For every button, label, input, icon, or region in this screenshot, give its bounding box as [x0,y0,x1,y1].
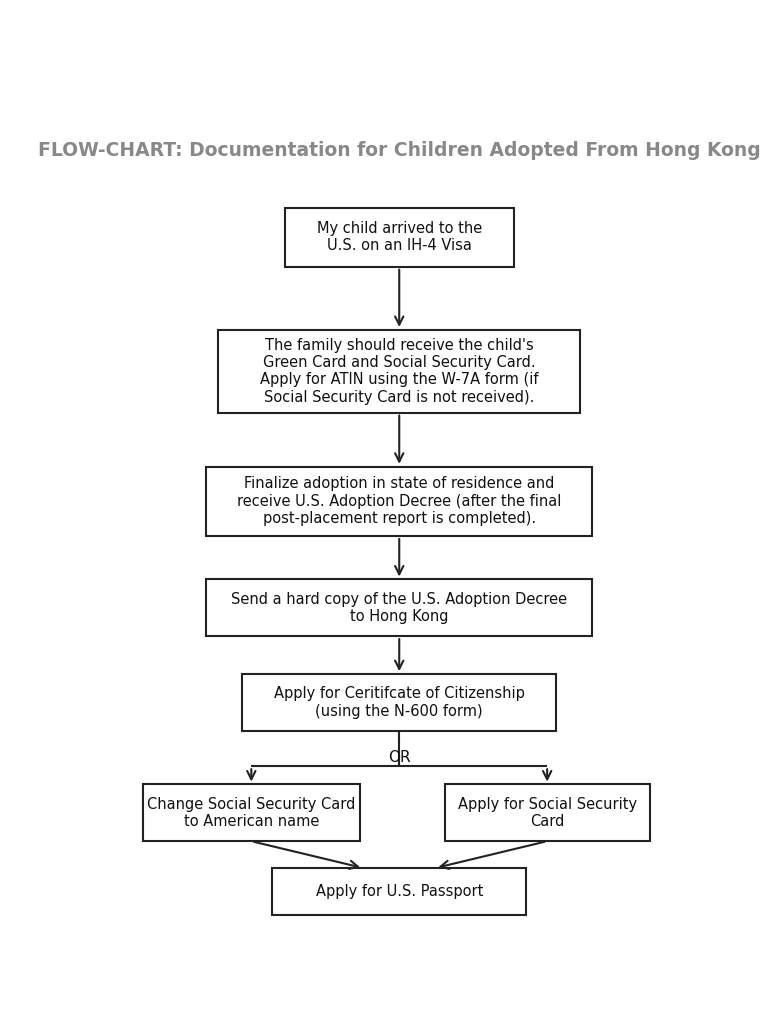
FancyBboxPatch shape [206,467,593,536]
Text: Apply for Ceritifcate of Citizenship
(using the N-600 form): Apply for Ceritifcate of Citizenship (us… [273,686,525,719]
FancyBboxPatch shape [218,330,580,413]
FancyBboxPatch shape [242,674,556,731]
FancyBboxPatch shape [206,580,593,636]
FancyBboxPatch shape [143,784,360,841]
FancyBboxPatch shape [284,208,514,267]
Text: Send a hard copy of the U.S. Adoption Decree
to Hong Kong: Send a hard copy of the U.S. Adoption De… [231,592,567,624]
Text: Change Social Security Card
to American name: Change Social Security Card to American … [147,797,355,829]
Text: Finalize adoption in state of residence and
receive U.S. Adoption Decree (after : Finalize adoption in state of residence … [237,476,562,526]
Text: OR: OR [388,751,411,765]
Text: My child arrived to the
U.S. on an IH-4 Visa: My child arrived to the U.S. on an IH-4 … [316,221,482,253]
Text: Apply for Social Security
Card: Apply for Social Security Card [457,797,636,829]
Text: Apply for U.S. Passport: Apply for U.S. Passport [315,884,483,899]
Text: FLOW-CHART: Documentation for Children Adopted From Hong Kong: FLOW-CHART: Documentation for Children A… [38,141,760,160]
FancyBboxPatch shape [273,868,526,915]
FancyBboxPatch shape [445,784,650,841]
Text: The family should receive the child's
Green Card and Social Security Card.
Apply: The family should receive the child's Gr… [260,338,538,404]
